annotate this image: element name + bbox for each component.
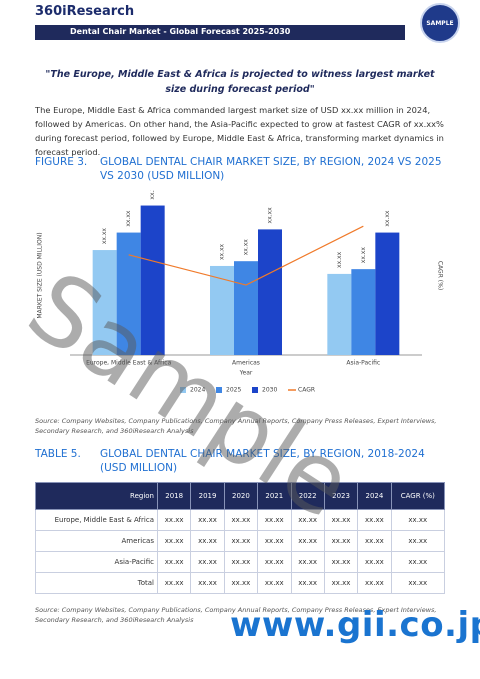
legend-swatch [180,387,186,393]
chart: MARKET SIZE (USD MILLION) CAGR (%) Year Eur… [37,190,444,394]
column-header: CAGR (%) [390,482,446,510]
bar [234,261,258,355]
x-tick-label: Asia-Pacific [346,360,380,367]
table-cell: xx.xx [290,551,325,573]
table-cell: xx.xx [223,551,259,573]
table-cell: xx.xx [390,572,446,594]
table-cell: Asia-Pacific [35,551,158,573]
column-header: 2024 [357,482,392,510]
data-label: xx.xx [219,243,226,260]
table-title: GLOBAL DENTAL CHAIR MARKET SIZE, BY REGI… [100,448,425,474]
legend-label: 2024 [190,387,205,394]
figure-number: FIGURE 3. [35,156,88,168]
x-axis-label: Year [239,370,253,377]
legend-label: 2030 [262,387,277,394]
data-label: xx.xx [125,210,132,227]
table-cell: xx.xx [156,551,192,573]
table-body: Europe, Middle East & Africa xx.xx xx.xx xx… [35,509,446,594]
column-header: Region [35,482,158,510]
table-cell: xx.xx [257,551,292,573]
header-title: Dental Chair Market - Global Forecast 20… [70,27,291,36]
table-cell: xx.xx [223,572,259,594]
table-cell: xx.xx [223,530,259,552]
x-tick-label: Europe, Middle East & Africa [86,360,172,367]
table-cell: Americas [35,530,158,552]
figure-source: Source: Company Websites, Company Public… [35,417,437,435]
bar [351,269,376,355]
data-label: xx.xx [336,251,343,268]
table-cell: xx.xx [257,530,292,552]
legend-swatch [252,387,258,393]
data-label: xx.xx [384,210,391,227]
table-cell: xx.xx [190,551,225,573]
bar [258,229,282,355]
y2-axis-label: CAGR (%) [437,261,444,290]
column-header: 2023 [323,482,359,510]
legend-label: CAGR [298,387,315,394]
logo: 360iResearch [35,4,135,19]
table-cell: xx.xx [390,509,446,531]
column-header: 2018 [156,482,192,510]
data-label: xx.xx [101,228,108,245]
table-cell: xx.xx [257,572,292,594]
table-row: Asia-Pacific xx.xx xx.xx xx.xx xx.xx xx.xx xx.… [35,551,446,573]
table-cell: xx.xx [390,530,446,552]
table: Region 2018 2019 2020 2021 2022 2023 2024 CAGR (… [35,482,446,594]
bar [140,205,165,355]
table-cell: Europe, Middle East & Africa [35,509,158,531]
table-cell: xx.xx [323,551,359,573]
table-cell: xx.xx [357,572,392,594]
y-axis-label: MARKET SIZE (USD MILLION) [37,232,44,318]
table-cell: Total [35,572,158,594]
legend-label: 2025 [226,387,241,394]
bar [375,232,400,355]
bar [116,232,141,355]
paragraph: The Europe, Middle East & Africa command… [35,105,444,157]
figure-title: GLOBAL DENTAL CHAIR MARKET SIZE, BY REGI… [100,156,442,182]
bar [92,250,117,355]
data-label: xx.xx [267,207,274,224]
header-row: Region 2018 2019 2020 2021 2022 2023 2024 CAGR (… [35,482,446,510]
data-label: xx.xx [360,247,367,264]
table-cell: xx.xx [323,572,359,594]
column-header: 2019 [190,482,225,510]
data-label: xx.xx [243,239,250,256]
quote: "The Europe, Middle East & Africa is pro… [45,69,435,95]
table-cell: xx.xx [190,509,225,531]
table-cell: xx.xx [290,572,325,594]
data-label: xx.xx [149,190,156,200]
table-source: Source: Company Websites, Company Public… [35,606,437,624]
column-header: 2021 [257,482,292,510]
table-cell: xx.xx [357,530,392,552]
table-cell: xx.xx [390,551,446,573]
table-cell: xx.xx [190,530,225,552]
table-cell: xx.xx [156,509,192,531]
bar [327,273,352,355]
footer-url: www.gii.co.jp [230,605,480,645]
line [128,225,364,286]
table-cell: xx.xx [156,530,192,552]
table-cell: xx.xx [357,551,392,573]
table-row: Americas xx.xx xx.xx xx.xx xx.xx xx.xx xx.xx xx… [35,530,446,552]
table-cell: xx.xx [323,530,359,552]
table-row: Europe, Middle East & Africa xx.xx xx.xx xx… [35,509,446,531]
x-tick-label: Americas [232,360,260,367]
table-cell: xx.xx [323,509,359,531]
table-cell: xx.xx [357,509,392,531]
table-number: TABLE 5. [35,448,81,460]
table-cell: xx.xx [190,572,225,594]
badge: SAMPLE [420,3,460,43]
legend-swatch [216,387,222,393]
table-row: Total xx.xx xx.xx xx.xx xx.xx xx.xx xx.xx xx.xx… [35,572,446,594]
header-bar [35,25,405,40]
table-cell: xx.xx [156,572,192,594]
table-cell: xx.xx [223,509,259,531]
